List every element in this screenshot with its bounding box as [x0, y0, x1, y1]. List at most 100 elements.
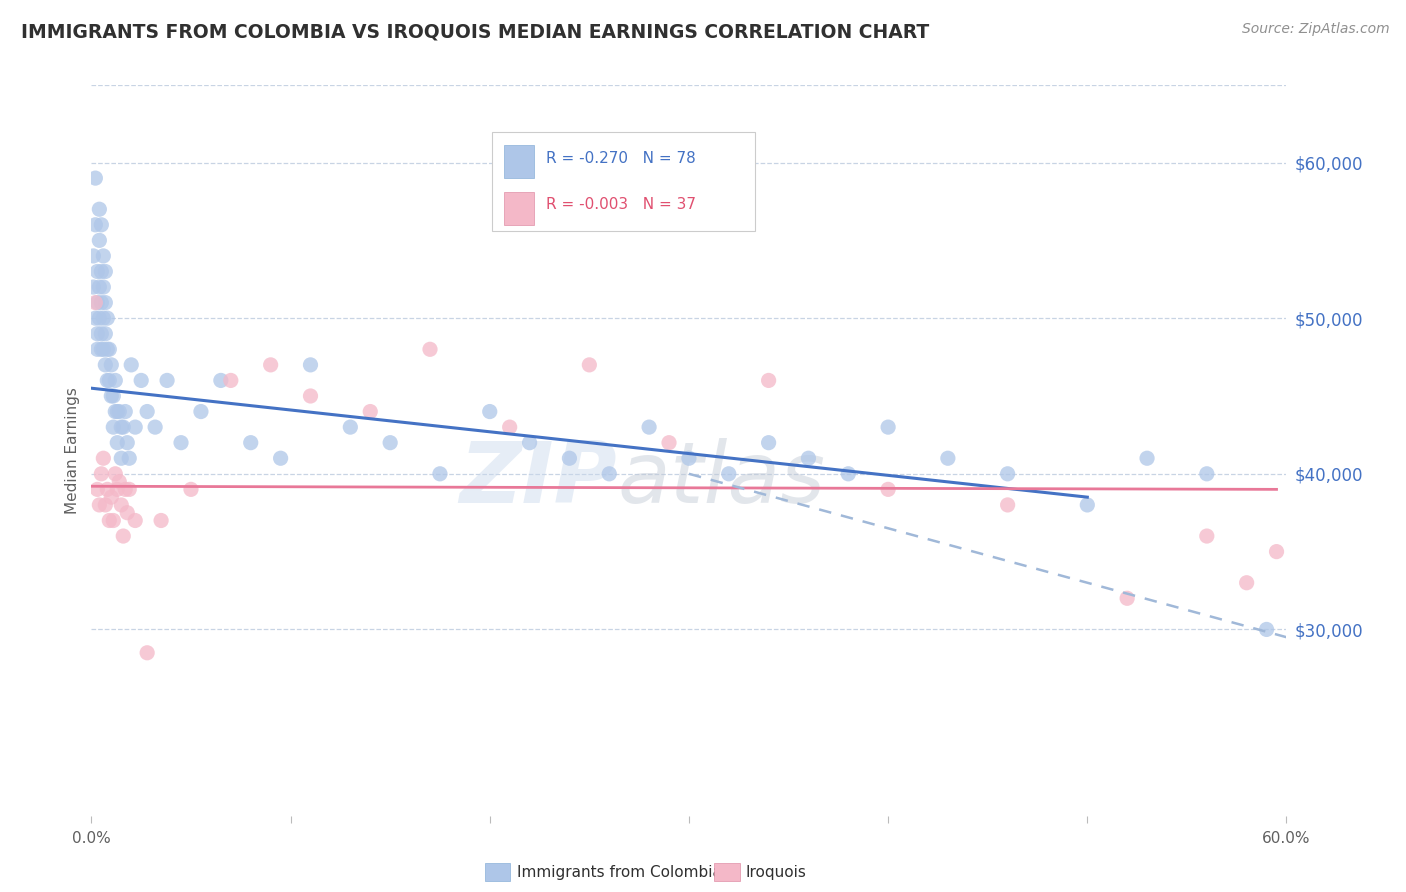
Point [94, 264, 117, 278]
Point [100, 358, 122, 372]
Point [114, 483, 136, 497]
Point [419, 343, 441, 357]
Point [118, 451, 141, 466]
Point [89, 280, 111, 294]
Point [93, 451, 115, 466]
Point [877, 420, 900, 434]
Point [90, 295, 112, 310]
Point [136, 646, 159, 660]
Point [129, 373, 152, 387]
Point [84, 295, 107, 310]
Bar [503, 145, 534, 178]
Point [156, 373, 179, 387]
Text: Immigrants from Colombia: Immigrants from Colombia [517, 865, 723, 880]
Point [498, 420, 520, 434]
Point [209, 373, 232, 387]
Point [270, 451, 292, 466]
Point [108, 475, 131, 489]
Point [837, 467, 859, 481]
Point [96, 373, 118, 387]
Point [86, 295, 108, 310]
Point [86, 483, 108, 497]
Point [103, 514, 125, 528]
Point [86, 326, 108, 341]
Point [112, 420, 135, 434]
Point [104, 373, 127, 387]
Point [758, 373, 780, 387]
Point [936, 451, 959, 466]
Point [339, 420, 361, 434]
Point [90, 343, 112, 357]
Point [100, 389, 122, 403]
Point [429, 467, 451, 481]
FancyBboxPatch shape [492, 132, 755, 231]
Point [96, 483, 118, 497]
Point [115, 435, 138, 450]
Point [110, 498, 132, 512]
Point [259, 358, 281, 372]
Point [93, 280, 115, 294]
Point [519, 435, 541, 450]
Point [89, 498, 111, 512]
Point [1116, 591, 1139, 606]
Point [124, 514, 146, 528]
Text: atlas: atlas [617, 438, 825, 521]
Point [378, 435, 402, 450]
Point [93, 343, 115, 357]
Point [170, 435, 193, 450]
Point [90, 264, 112, 278]
Point [1236, 575, 1258, 590]
Text: R = -0.270   N = 78: R = -0.270 N = 78 [546, 151, 696, 166]
Point [89, 311, 111, 326]
Point [478, 404, 501, 418]
Point [105, 483, 128, 497]
Point [997, 467, 1019, 481]
Point [114, 404, 136, 418]
Point [94, 295, 117, 310]
Point [103, 389, 125, 403]
Point [1195, 467, 1218, 481]
Point [1076, 498, 1098, 512]
Point [98, 343, 121, 357]
Point [110, 451, 132, 466]
Point [86, 343, 108, 357]
Point [100, 490, 122, 504]
Point [1265, 544, 1288, 558]
Point [115, 506, 138, 520]
Point [104, 467, 127, 481]
Point [120, 358, 142, 372]
Point [180, 483, 202, 497]
Point [89, 233, 111, 247]
Point [90, 467, 112, 481]
Text: Iroquois: Iroquois [745, 865, 806, 880]
Point [103, 420, 125, 434]
Point [86, 264, 108, 278]
Point [758, 435, 780, 450]
Point [94, 358, 117, 372]
Bar [503, 192, 534, 225]
Point [299, 358, 322, 372]
Point [104, 404, 127, 418]
Point [997, 498, 1019, 512]
Point [105, 435, 128, 450]
Point [105, 404, 128, 418]
Point [1195, 529, 1218, 543]
Text: ZIP: ZIP [460, 438, 617, 521]
Point [90, 218, 112, 232]
Point [110, 420, 132, 434]
Point [93, 249, 115, 263]
Point [143, 420, 166, 434]
Point [578, 358, 600, 372]
Point [96, 343, 118, 357]
Point [1136, 451, 1159, 466]
Point [82, 280, 104, 294]
Point [658, 435, 681, 450]
Point [717, 467, 740, 481]
Point [239, 435, 262, 450]
Point [638, 420, 661, 434]
Point [98, 514, 121, 528]
Point [1256, 623, 1278, 637]
Point [219, 373, 242, 387]
Point [797, 451, 820, 466]
Y-axis label: Median Earnings: Median Earnings [65, 387, 80, 514]
